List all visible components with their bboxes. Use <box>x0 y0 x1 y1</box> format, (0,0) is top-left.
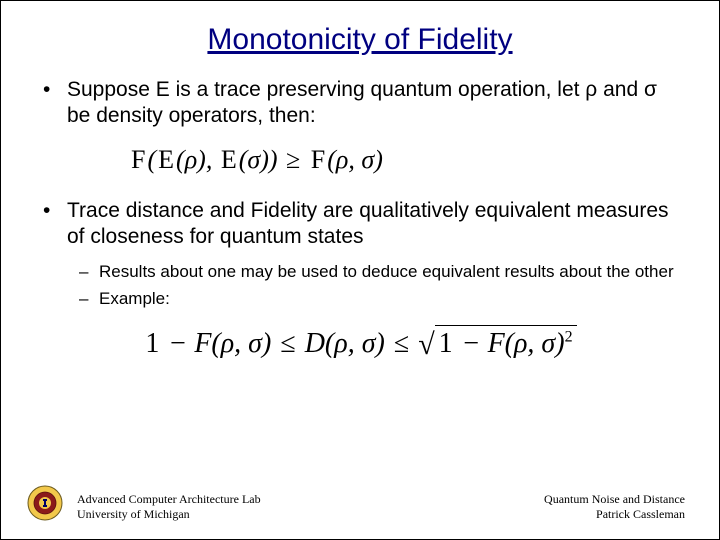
formula-lhs: 1 − F(ρ, σ) <box>143 328 271 359</box>
sub-bullet-mark: – <box>79 288 99 309</box>
bullet-text: Trace distance and Fidelity are qualitat… <box>67 198 681 251</box>
slide-body: • Suppose E is a trace preserving quantu… <box>1 77 719 364</box>
sub-bullet-text: Example: <box>99 288 681 309</box>
university-seal-icon <box>27 485 63 521</box>
sub-bullet-item: – Example: <box>79 288 681 309</box>
slide: Monotonicity of Fidelity • Suppose E is … <box>0 0 720 540</box>
footer-right: Quantum Noise and Distance Patrick Cassl… <box>544 492 685 521</box>
slide-footer: Advanced Computer Architecture Lab Unive… <box>1 485 719 521</box>
sub-bullet-mark: – <box>79 261 99 282</box>
footer-lab: Advanced Computer Architecture Lab <box>77 492 261 506</box>
formula-rhs: 1 − F(ρ, σ)2 <box>435 325 577 361</box>
bullet-item: • Suppose E is a trace preserving quantu… <box>39 77 681 130</box>
slide-title: Monotonicity of Fidelity <box>1 23 719 57</box>
sub-bullet-item: – Results about one may be used to deduc… <box>79 261 681 282</box>
footer-author: Patrick Cassleman <box>544 507 685 521</box>
sub-bullet-text: Results about one may be used to deduce … <box>99 261 681 282</box>
footer-left: Advanced Computer Architecture Lab Unive… <box>77 492 261 521</box>
sub-bullet-list: – Results about one may be used to deduc… <box>79 261 681 310</box>
formula-mid: D(ρ, σ) <box>305 328 385 359</box>
bullet-text: Suppose E is a trace preserving quantum … <box>67 77 681 130</box>
bullet-item: • Trace distance and Fidelity are qualit… <box>39 198 681 251</box>
formula-bounds: 1 − F(ρ, σ) ≤ D(ρ, σ) ≤ √1 − F(ρ, σ)2 <box>39 325 681 364</box>
radical-icon: √ <box>418 328 434 361</box>
bullet-mark: • <box>39 77 67 130</box>
footer-topic: Quantum Noise and Distance <box>544 492 685 506</box>
footer-university: University of Michigan <box>77 507 261 521</box>
bullet-mark: • <box>39 198 67 251</box>
formula-monotonicity: F(E(ρ), E(σ)) ≥ F(ρ, σ) <box>39 144 681 177</box>
